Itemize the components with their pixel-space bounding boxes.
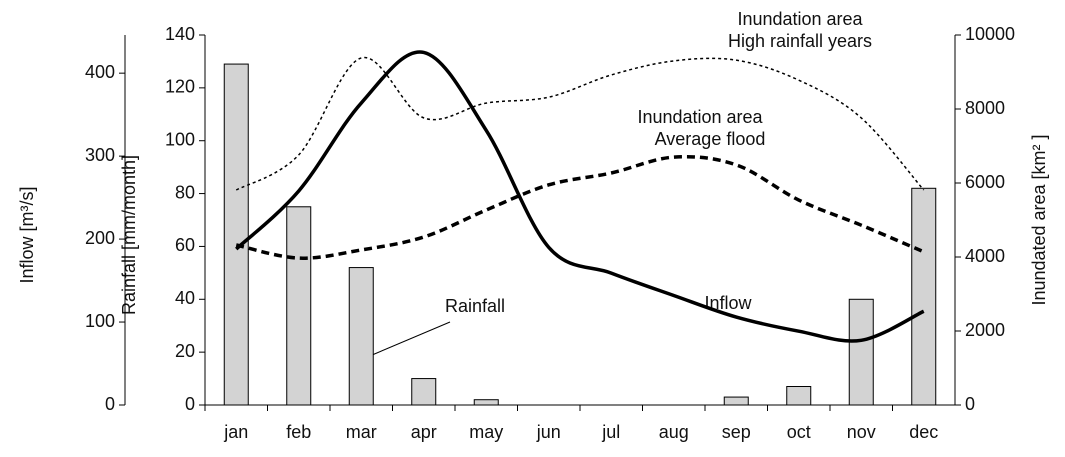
annotation: High rainfall years (728, 31, 872, 51)
annotation: Inflow (704, 293, 752, 313)
tick-label: 6000 (965, 172, 1005, 192)
x-tick-label: apr (411, 422, 437, 442)
tick-label: 100 (85, 311, 115, 331)
tick-label: 0 (185, 394, 195, 414)
x-tick-label: nov (847, 422, 876, 442)
bar (786, 386, 812, 406)
x-tick-label: aug (659, 422, 689, 442)
line (235, 57, 925, 191)
x-tick-label: feb (286, 422, 311, 442)
tick-label: 2000 (965, 320, 1005, 340)
tick-label: 400 (85, 62, 115, 82)
bar (723, 396, 749, 406)
x-tick-label: mar (346, 422, 377, 442)
tick-label: 60 (175, 235, 195, 255)
tick-label: 0 (105, 394, 115, 414)
bar (223, 63, 249, 406)
tick-label: 200 (85, 228, 115, 248)
tick-label: 10000 (965, 24, 1015, 44)
tick-label: 0 (965, 394, 975, 414)
bar (911, 187, 937, 406)
y-axis-title: Rainfall [mm/month] (119, 155, 139, 315)
annotation: Inundation area (637, 107, 763, 127)
x-tick-label: jun (536, 422, 561, 442)
tick-label: 4000 (965, 246, 1005, 266)
bar (348, 267, 374, 406)
annotation: Rainfall (445, 296, 505, 316)
annotation: Inundation area (737, 9, 863, 29)
y3-axis-title: Inflow [m³/s] (17, 186, 37, 283)
tick-label: 8000 (965, 98, 1005, 118)
line (235, 50, 925, 343)
tick-label: 140 (165, 24, 195, 44)
tick-label: 300 (85, 145, 115, 165)
annotation: Average flood (655, 129, 766, 149)
x-tick-label: dec (909, 422, 938, 442)
tick-label: 120 (165, 77, 195, 97)
x-tick-label: may (469, 422, 503, 442)
tick-label: 80 (175, 182, 195, 202)
y2-axis-title: Inundated area [km² ] (1029, 134, 1049, 305)
x-tick-label: jan (223, 422, 248, 442)
leader-line (364, 321, 451, 359)
tick-label: 40 (175, 288, 195, 308)
x-tick-label: sep (722, 422, 751, 442)
x-tick-label: jul (601, 422, 620, 442)
bar (286, 206, 312, 406)
bar (848, 298, 874, 406)
bar (411, 378, 437, 406)
bar (473, 399, 499, 406)
x-tick-label: oct (787, 422, 811, 442)
tick-label: 20 (175, 341, 195, 361)
tick-label: 100 (165, 129, 195, 149)
line (235, 154, 925, 260)
